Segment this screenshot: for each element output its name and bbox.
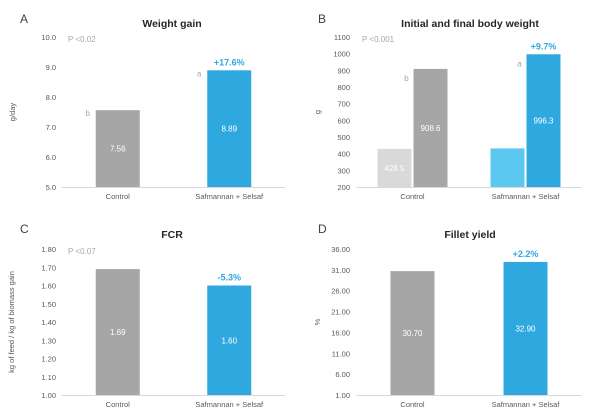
y-tick-label: 300 <box>337 166 350 175</box>
y-tick-label: 900 <box>337 66 350 75</box>
x-tick-label: Safmannan + Selsaf <box>195 192 264 201</box>
bar-value-label: 7.56 <box>110 145 126 154</box>
y-tick-label: 600 <box>337 116 350 125</box>
chart-title: Fillet yield <box>444 229 495 241</box>
y-tick-label: 6.00 <box>335 370 350 379</box>
chart-panel-c: C FCR 1.00 1.10 1.20 1.30 1.40 1.50 1.60 1.70 1.80… <box>7 222 285 409</box>
y-tick-label: 8.0 <box>46 93 56 102</box>
bar-control-initial <box>377 148 412 187</box>
y-tick-label: 500 <box>337 133 350 142</box>
y-tick-label: 1.60 <box>41 282 56 291</box>
x-tick-label: Safmannan + Selsaf <box>492 400 561 409</box>
y-tick-label: 11.00 <box>332 349 350 358</box>
bar-value-label: 1.69 <box>110 328 126 337</box>
y-tick-label: 21.00 <box>331 308 350 317</box>
bar-control <box>95 269 140 395</box>
y-tick-label: 1.10 <box>41 373 56 382</box>
chart-title: Weight gain <box>142 18 201 30</box>
panel-letter: D <box>318 222 327 236</box>
chart-panel-a: A Weight gain 5.0 6.0 7.0 8.0 9.0 10.0 g/day P <0… <box>8 12 285 201</box>
bar-value-label: 428.5 <box>384 164 405 173</box>
bar-treatment <box>503 261 548 395</box>
y-tick-label: 1.50 <box>41 300 56 309</box>
chart-title: FCR <box>161 229 183 241</box>
bar-value-label: 996.3 <box>533 117 554 126</box>
bar-treatment <box>207 70 252 187</box>
bar-value-label: 8.89 <box>221 125 237 134</box>
panel-letter: A <box>20 12 28 26</box>
bar-value-label: 908.6 <box>420 124 441 133</box>
y-tick-label: 31.00 <box>331 266 350 275</box>
y-axis-label: % <box>313 318 322 325</box>
panel-letter: B <box>318 12 326 26</box>
y-tick-label: 400 <box>337 150 350 159</box>
y-tick-label: 26.00 <box>331 287 350 296</box>
percent-change-label: +2.2% <box>513 249 539 259</box>
y-tick-label: 9.0 <box>46 63 56 72</box>
significance-letter: a <box>197 69 202 78</box>
y-tick-label: 5.0 <box>46 183 56 192</box>
y-tick-label: 10.0 <box>41 33 56 42</box>
y-tick-label: 36.00 <box>331 245 350 254</box>
x-tick-label: Safmannan + Selsaf <box>492 192 561 201</box>
bar-value-label: 30.70 <box>402 329 423 338</box>
percent-change-label: +9.7% <box>531 41 557 51</box>
y-tick-label: 800 <box>337 83 350 92</box>
significance-letter: a <box>517 59 522 68</box>
x-tick-label: Safmannan + Selsaf <box>195 400 264 409</box>
y-axis-label: g/day <box>8 103 17 122</box>
percent-change-label: -5.3% <box>217 273 241 283</box>
y-tick-label: 1.70 <box>41 263 56 272</box>
bar-control <box>390 271 435 395</box>
y-tick-label: 6.0 <box>46 153 56 162</box>
y-tick-label: 1000 <box>333 50 350 59</box>
p-value-label: P <0.02 <box>68 35 96 44</box>
bar-control-final <box>413 68 448 187</box>
x-tick-label: Control <box>400 192 425 201</box>
y-tick-label: 1.80 <box>41 245 56 254</box>
chart-panel-d: D Fillet yield 1.00 6.00 11.00 16.00 21.00 26.0… <box>313 222 582 409</box>
y-tick-label: 1.40 <box>41 318 56 327</box>
p-value-label: P <0.07 <box>68 247 96 256</box>
y-tick-label: 1100 <box>334 33 350 42</box>
y-tick-label: 16.00 <box>331 328 350 337</box>
bar-value-label: 32.90 <box>515 324 536 333</box>
bar-treatment-initial <box>490 148 525 187</box>
chart-title: Initial and final body weight <box>401 18 539 30</box>
bar-treatment <box>207 285 252 395</box>
p-value-label: P <0.001 <box>362 35 395 44</box>
x-tick-label: Control <box>400 400 425 409</box>
y-axis-label: g <box>313 110 322 114</box>
x-tick-label: Control <box>106 400 131 409</box>
bar-value-label: 1.60 <box>221 336 237 345</box>
y-tick-label: 700 <box>337 100 350 109</box>
y-tick-label: 1.00 <box>41 391 56 400</box>
panel-letter: C <box>20 222 29 236</box>
y-tick-label: 7.0 <box>46 123 56 132</box>
y-tick-label: 1.20 <box>41 355 56 364</box>
y-tick-label: 200 <box>337 183 350 192</box>
percent-change-label: +17.6% <box>214 57 245 67</box>
y-tick-label: 1.30 <box>41 336 56 345</box>
chart-panel-b: B Initial and final body weight 200 300 400 5… <box>313 12 582 201</box>
significance-letter: b <box>404 74 409 83</box>
y-tick-label: 1.00 <box>335 391 350 400</box>
bar-control <box>95 110 140 187</box>
significance-letter: b <box>86 109 91 118</box>
x-tick-label: Control <box>106 192 131 201</box>
bar-treatment-final <box>526 54 561 188</box>
y-axis-label: kg of feed / kg of biomass gain <box>7 271 16 373</box>
